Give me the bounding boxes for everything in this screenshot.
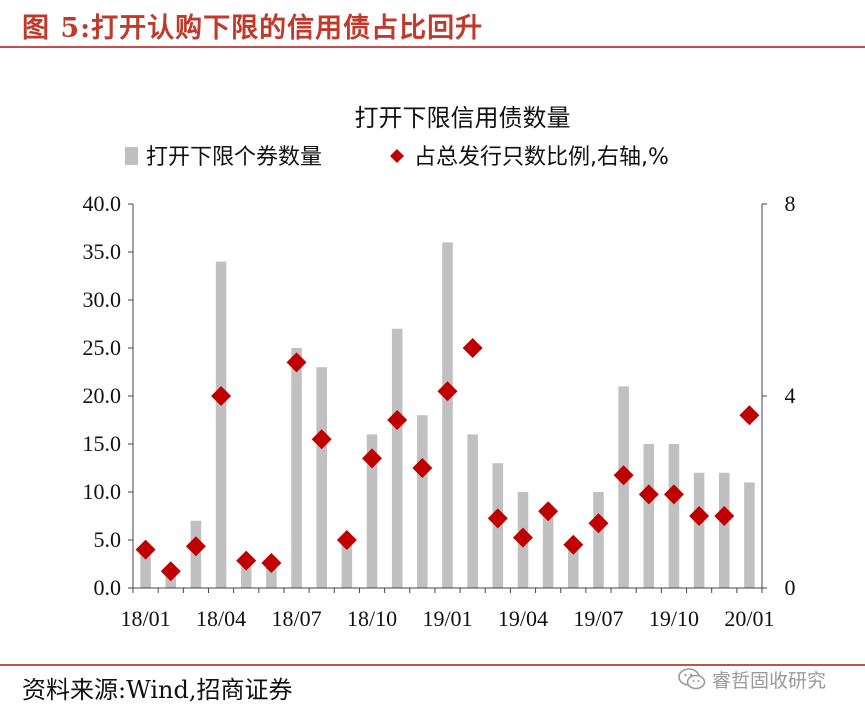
- y-right-tick-label: 0: [785, 575, 796, 600]
- y-left-tick-label: 0.0: [94, 575, 122, 600]
- bar: [140, 549, 151, 588]
- bar: [693, 472, 705, 588]
- data-point-marker: [437, 381, 458, 402]
- header-divider: [0, 46, 865, 48]
- y-left-tick-label: 10.0: [83, 479, 122, 504]
- x-tick-label: 18/10: [347, 606, 397, 631]
- y-left-tick-label: 30.0: [83, 287, 122, 312]
- data-point-marker: [211, 386, 232, 406]
- y-left-tick-label: 5.0: [94, 527, 122, 552]
- y-right-tick-label: 8: [785, 191, 796, 216]
- wechat-icon: [678, 668, 706, 690]
- data-point-marker: [462, 338, 483, 358]
- x-tick-label: 19/04: [498, 606, 548, 631]
- bar: [744, 482, 755, 588]
- legend-swatch-markers: [390, 149, 404, 163]
- bar: [643, 444, 655, 588]
- legend-label-bars: 打开下限个券数量: [146, 145, 322, 170]
- bar: [240, 559, 252, 588]
- bar: [417, 415, 428, 588]
- data-point-marker: [714, 506, 735, 526]
- x-tick-label: 19/01: [422, 606, 472, 631]
- y-right-tick-label: 4: [785, 383, 796, 408]
- bar: [341, 540, 353, 588]
- data-point-marker: [412, 458, 433, 478]
- x-tick-label: 18/01: [121, 606, 171, 631]
- bar: [618, 386, 629, 588]
- y-left-tick-label: 15.0: [83, 431, 122, 456]
- bar: [668, 444, 680, 588]
- data-point-marker: [739, 405, 760, 426]
- y-left-tick-label: 20.0: [83, 383, 122, 408]
- data-point-marker: [311, 429, 332, 450]
- bar: [366, 434, 378, 588]
- y-left-tick-label: 40.0: [83, 191, 122, 216]
- data-point-marker: [286, 352, 307, 373]
- legend-swatch-bars: [125, 147, 138, 165]
- data-point-marker: [261, 553, 282, 574]
- bar: [266, 559, 277, 588]
- watermark-text: 睿哲固收研究: [712, 669, 827, 692]
- data-point-marker: [387, 410, 408, 430]
- data-point-marker: [135, 539, 156, 560]
- x-tick-label: 18/04: [196, 606, 246, 631]
- y-left-tick-label: 25.0: [83, 335, 122, 360]
- bar: [718, 472, 730, 588]
- x-tick-label: 20/01: [724, 606, 774, 631]
- y-left-tick-label: 35.0: [83, 239, 122, 264]
- bar: [593, 492, 604, 588]
- bar: [391, 328, 403, 588]
- bar: [442, 242, 453, 588]
- bar: [542, 511, 554, 588]
- bar: [467, 434, 478, 588]
- data-point-marker: [588, 513, 609, 534]
- footer-divider: [0, 664, 865, 666]
- data-point-marker: [362, 448, 383, 469]
- data-point-marker: [185, 536, 206, 557]
- figure-title: 图 5:打开认购下限的信用债占比回升: [22, 13, 484, 44]
- figure-header: 图 5:打开认购下限的信用债占比回升: [0, 0, 865, 52]
- data-point-marker: [236, 550, 257, 571]
- x-tick-label: 18/07: [271, 606, 321, 631]
- source-note: 资料来源:Wind,招商证券: [22, 676, 293, 704]
- x-tick-label: 19/07: [573, 606, 623, 631]
- data-point-marker: [160, 561, 181, 582]
- data-point-marker: [663, 484, 684, 505]
- legend-label-markers: 占总发行只数比例,右轴,%: [414, 145, 669, 170]
- data-point-marker: [689, 506, 710, 526]
- data-point-marker: [638, 484, 659, 505]
- bar: [568, 540, 579, 588]
- bar: [215, 261, 227, 588]
- x-tick-label: 19/10: [649, 606, 699, 631]
- watermark: 睿哲固收研究: [678, 664, 826, 694]
- chart-title: 打开下限信用债数量: [355, 104, 571, 132]
- data-point-marker: [563, 534, 584, 555]
- data-point-marker: [512, 527, 533, 548]
- data-point-marker: [613, 465, 634, 486]
- bar: [291, 348, 302, 588]
- data-point-marker: [487, 508, 508, 529]
- data-point-marker: [538, 501, 559, 522]
- bar: [316, 367, 327, 588]
- data-point-marker: [336, 530, 357, 550]
